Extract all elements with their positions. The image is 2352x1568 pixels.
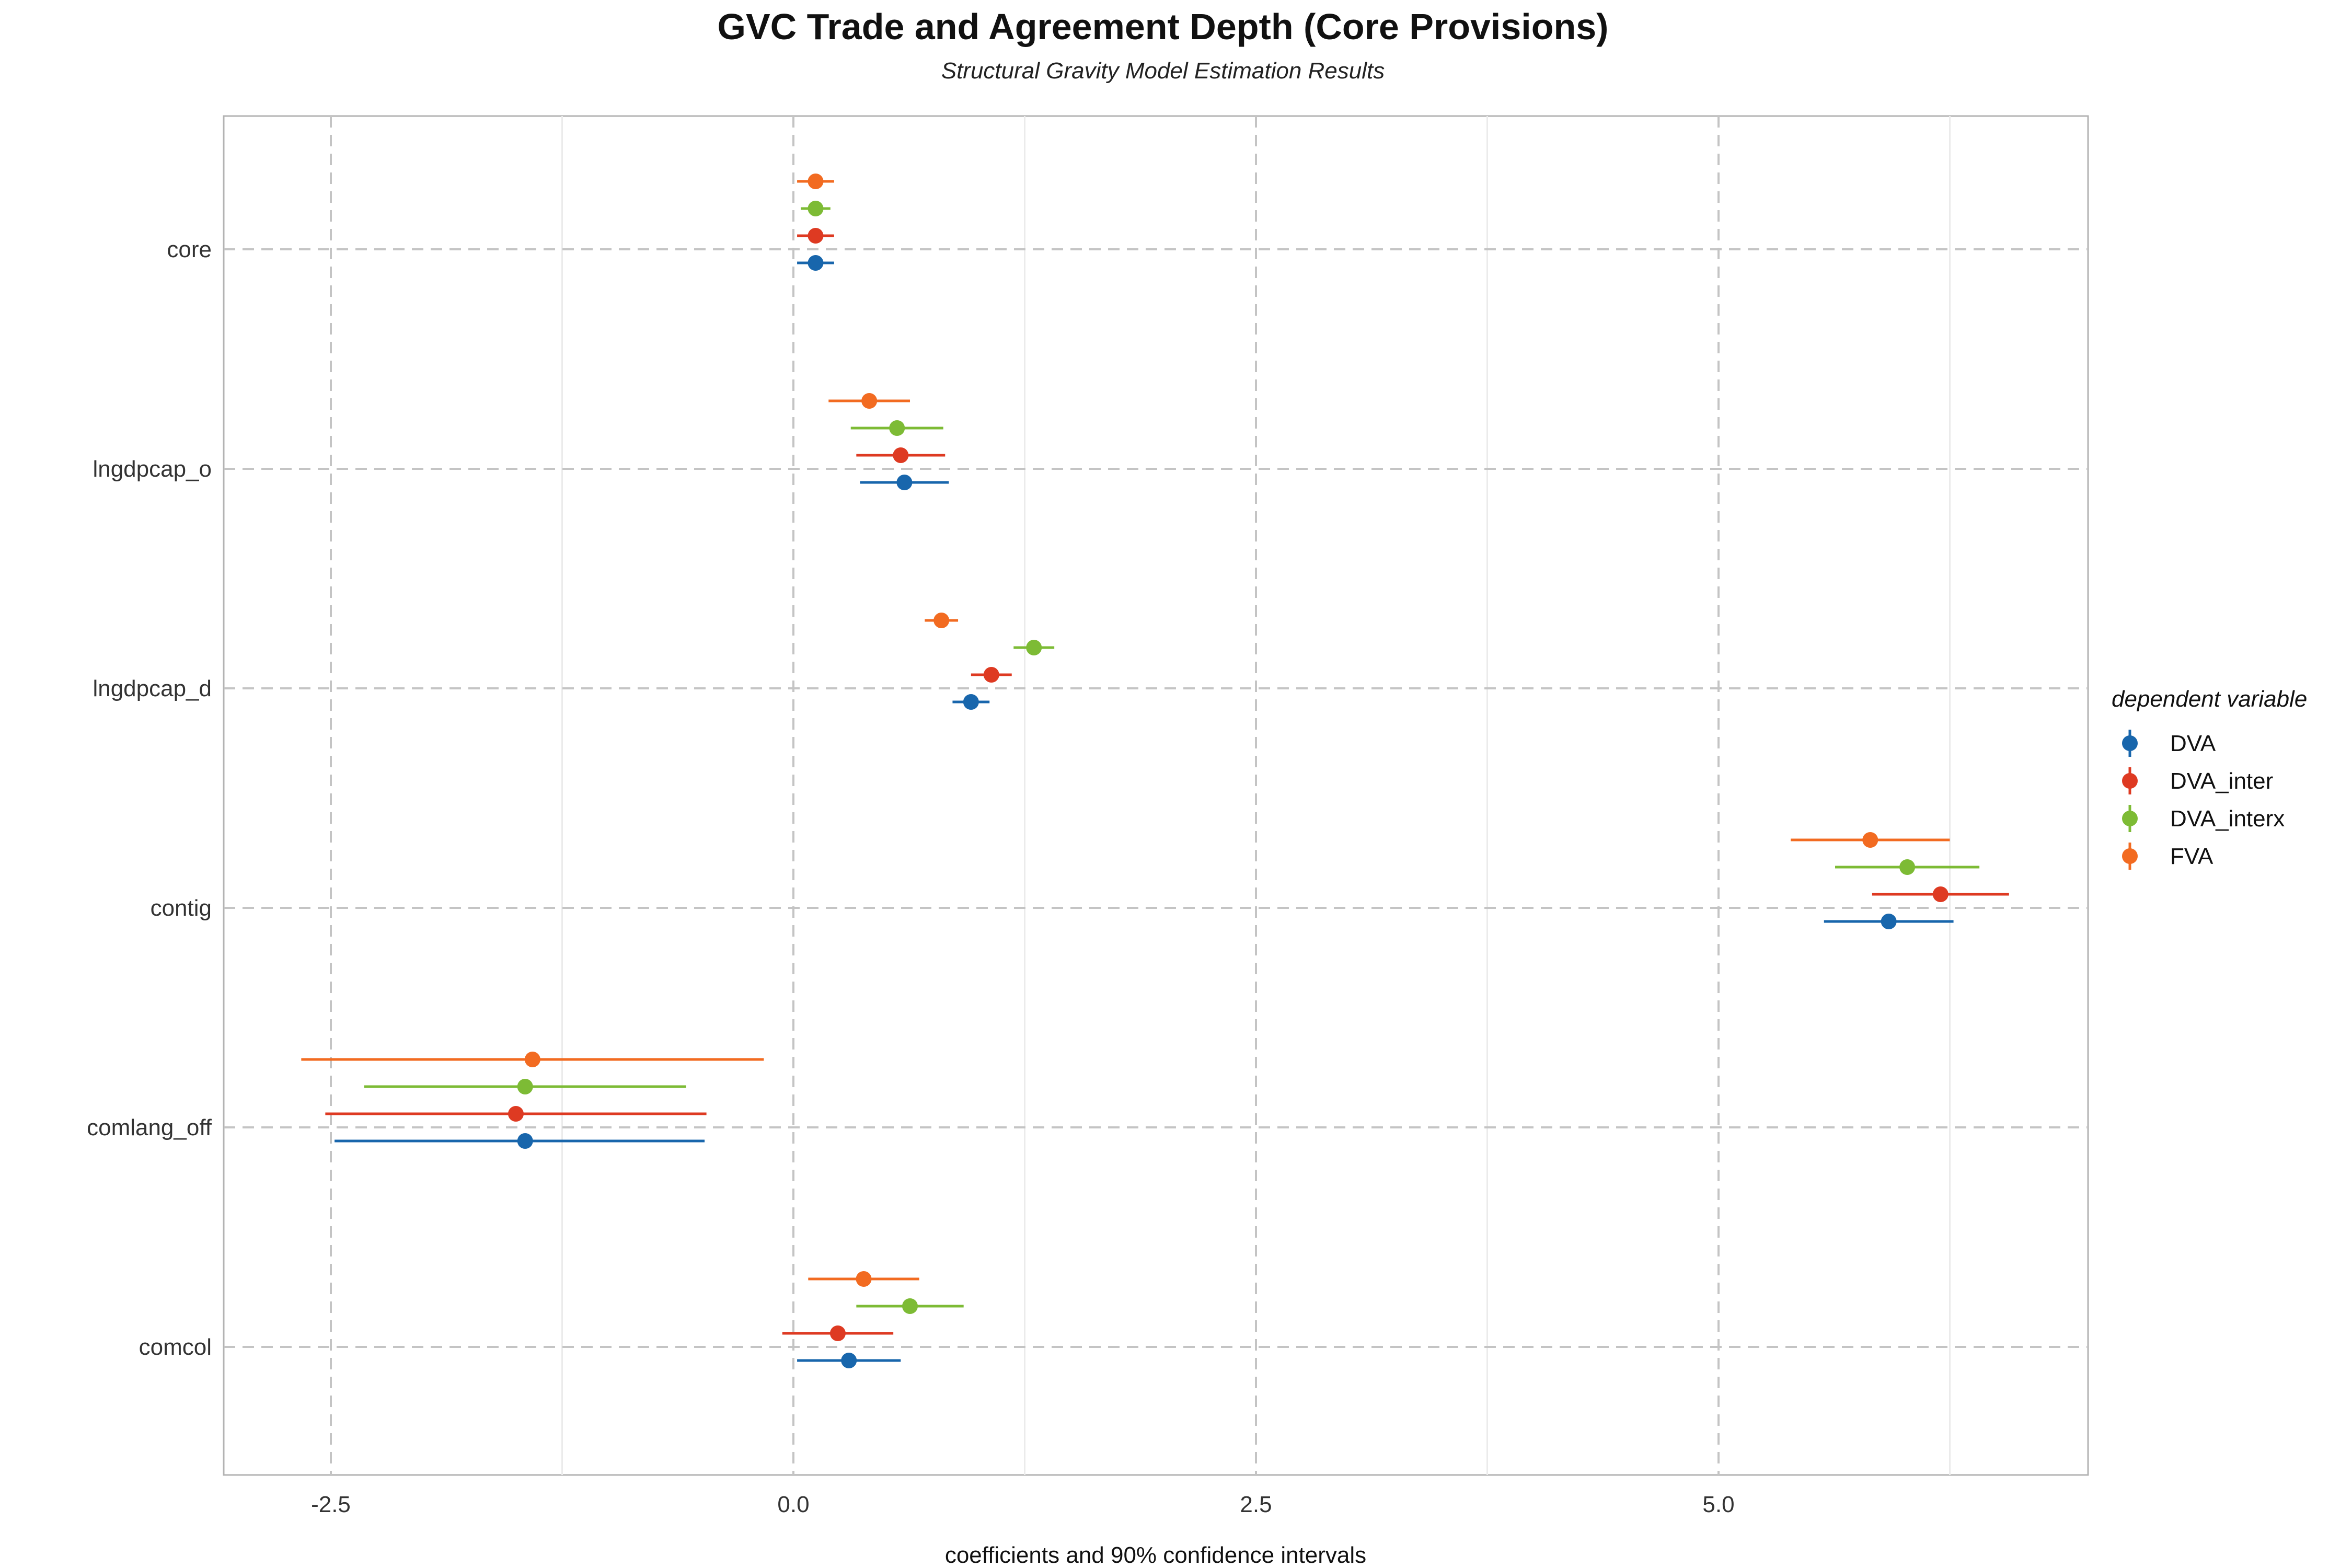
y-tick-label: contig: [151, 895, 212, 921]
grid-lines: [224, 116, 2088, 1475]
point-DVA_inter-comcol: [829, 1325, 846, 1341]
point-DVA_inter-contig: [1932, 886, 1949, 902]
point-DVA_inter-lngdpcap_o: [893, 447, 909, 463]
point-DVA-core: [808, 255, 824, 271]
point-DVA_interx-lngdpcap_o: [889, 420, 905, 436]
point-DVA_interx-comcol: [902, 1298, 918, 1314]
legend-key-point: [2122, 811, 2138, 826]
legend-title: dependent variable: [2112, 686, 2307, 712]
point-DVA_interx-core: [808, 201, 824, 216]
plot-panel: [223, 115, 2089, 1476]
point-DVA-contig: [1881, 914, 1897, 929]
chart-marks: [301, 174, 2009, 1368]
y-tick-label: lngdpcap_d: [93, 676, 212, 701]
point-DVA_interx-contig: [1899, 859, 1916, 875]
legend-label: DVA: [2170, 731, 2216, 756]
point-DVA_interx-lngdpcap_d: [1026, 640, 1042, 655]
x-tick-label: 0.0: [777, 1492, 809, 1517]
point-DVA-lngdpcap_d: [963, 694, 979, 710]
x-tick-label: 5.0: [1702, 1492, 1734, 1517]
point-DVA_inter-comlang_off: [508, 1106, 524, 1122]
legend-item-FVA: FVA: [2122, 843, 2213, 870]
legend-label: FVA: [2170, 844, 2213, 869]
chart-subtitle: Structural Gravity Model Estimation Resu…: [941, 58, 1385, 84]
legend-label: DVA_inter: [2170, 768, 2273, 794]
point-FVA-comlang_off: [524, 1052, 540, 1067]
point-DVA-comlang_off: [517, 1133, 533, 1149]
y-tick-label: lngdpcap_o: [93, 456, 212, 482]
legend-label: DVA_interx: [2170, 806, 2285, 832]
legend-item-DVA_interx: DVA_interx: [2122, 805, 2285, 832]
x-tick-labels: -2.5 0.0 2.5 5.0: [311, 1492, 1735, 1517]
legend-item-DVA_inter: DVA_inter: [2122, 767, 2273, 794]
x-tick-label: 2.5: [1240, 1492, 1272, 1517]
point-FVA-comcol: [856, 1271, 872, 1287]
point-DVA-lngdpcap_o: [896, 475, 913, 490]
point-DVA_interx-comlang_off: [517, 1079, 533, 1094]
point-FVA-contig: [1862, 832, 1878, 848]
point-DVA_inter-core: [808, 228, 824, 244]
legend-item-DVA: DVA: [2122, 730, 2216, 757]
point-FVA-core: [808, 174, 824, 189]
legend-key-point: [2122, 773, 2138, 789]
legend: dependent variable DVA DVA_inter DVA_inter…: [2112, 686, 2307, 870]
y-tick-label: comcol: [139, 1334, 212, 1360]
point-DVA_inter-lngdpcap_d: [983, 667, 999, 683]
legend-key-point: [2122, 735, 2138, 751]
point-DVA-comcol: [841, 1353, 857, 1368]
y-tick-label: core: [167, 237, 212, 262]
x-axis-label: coefficients and 90% confidence interval…: [945, 1542, 1366, 1568]
x-tick-label: -2.5: [311, 1492, 351, 1517]
point-FVA-lngdpcap_d: [933, 613, 950, 628]
point-FVA-lngdpcap_o: [861, 393, 878, 409]
y-tick-label: comlang_off: [87, 1115, 212, 1140]
legend-key-point: [2122, 848, 2138, 864]
chart-title: GVC Trade and Agreement Depth (Core Prov…: [718, 6, 1609, 47]
